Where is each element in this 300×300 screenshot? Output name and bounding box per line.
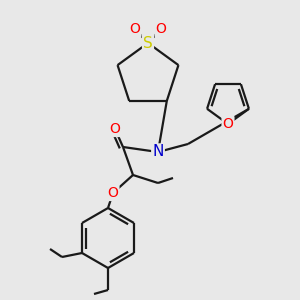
Text: O: O bbox=[223, 117, 233, 131]
Text: O: O bbox=[108, 186, 118, 200]
Text: S: S bbox=[143, 35, 153, 50]
Text: N: N bbox=[152, 145, 164, 160]
Text: O: O bbox=[130, 22, 140, 36]
Text: O: O bbox=[110, 122, 120, 136]
Text: O: O bbox=[156, 22, 167, 36]
